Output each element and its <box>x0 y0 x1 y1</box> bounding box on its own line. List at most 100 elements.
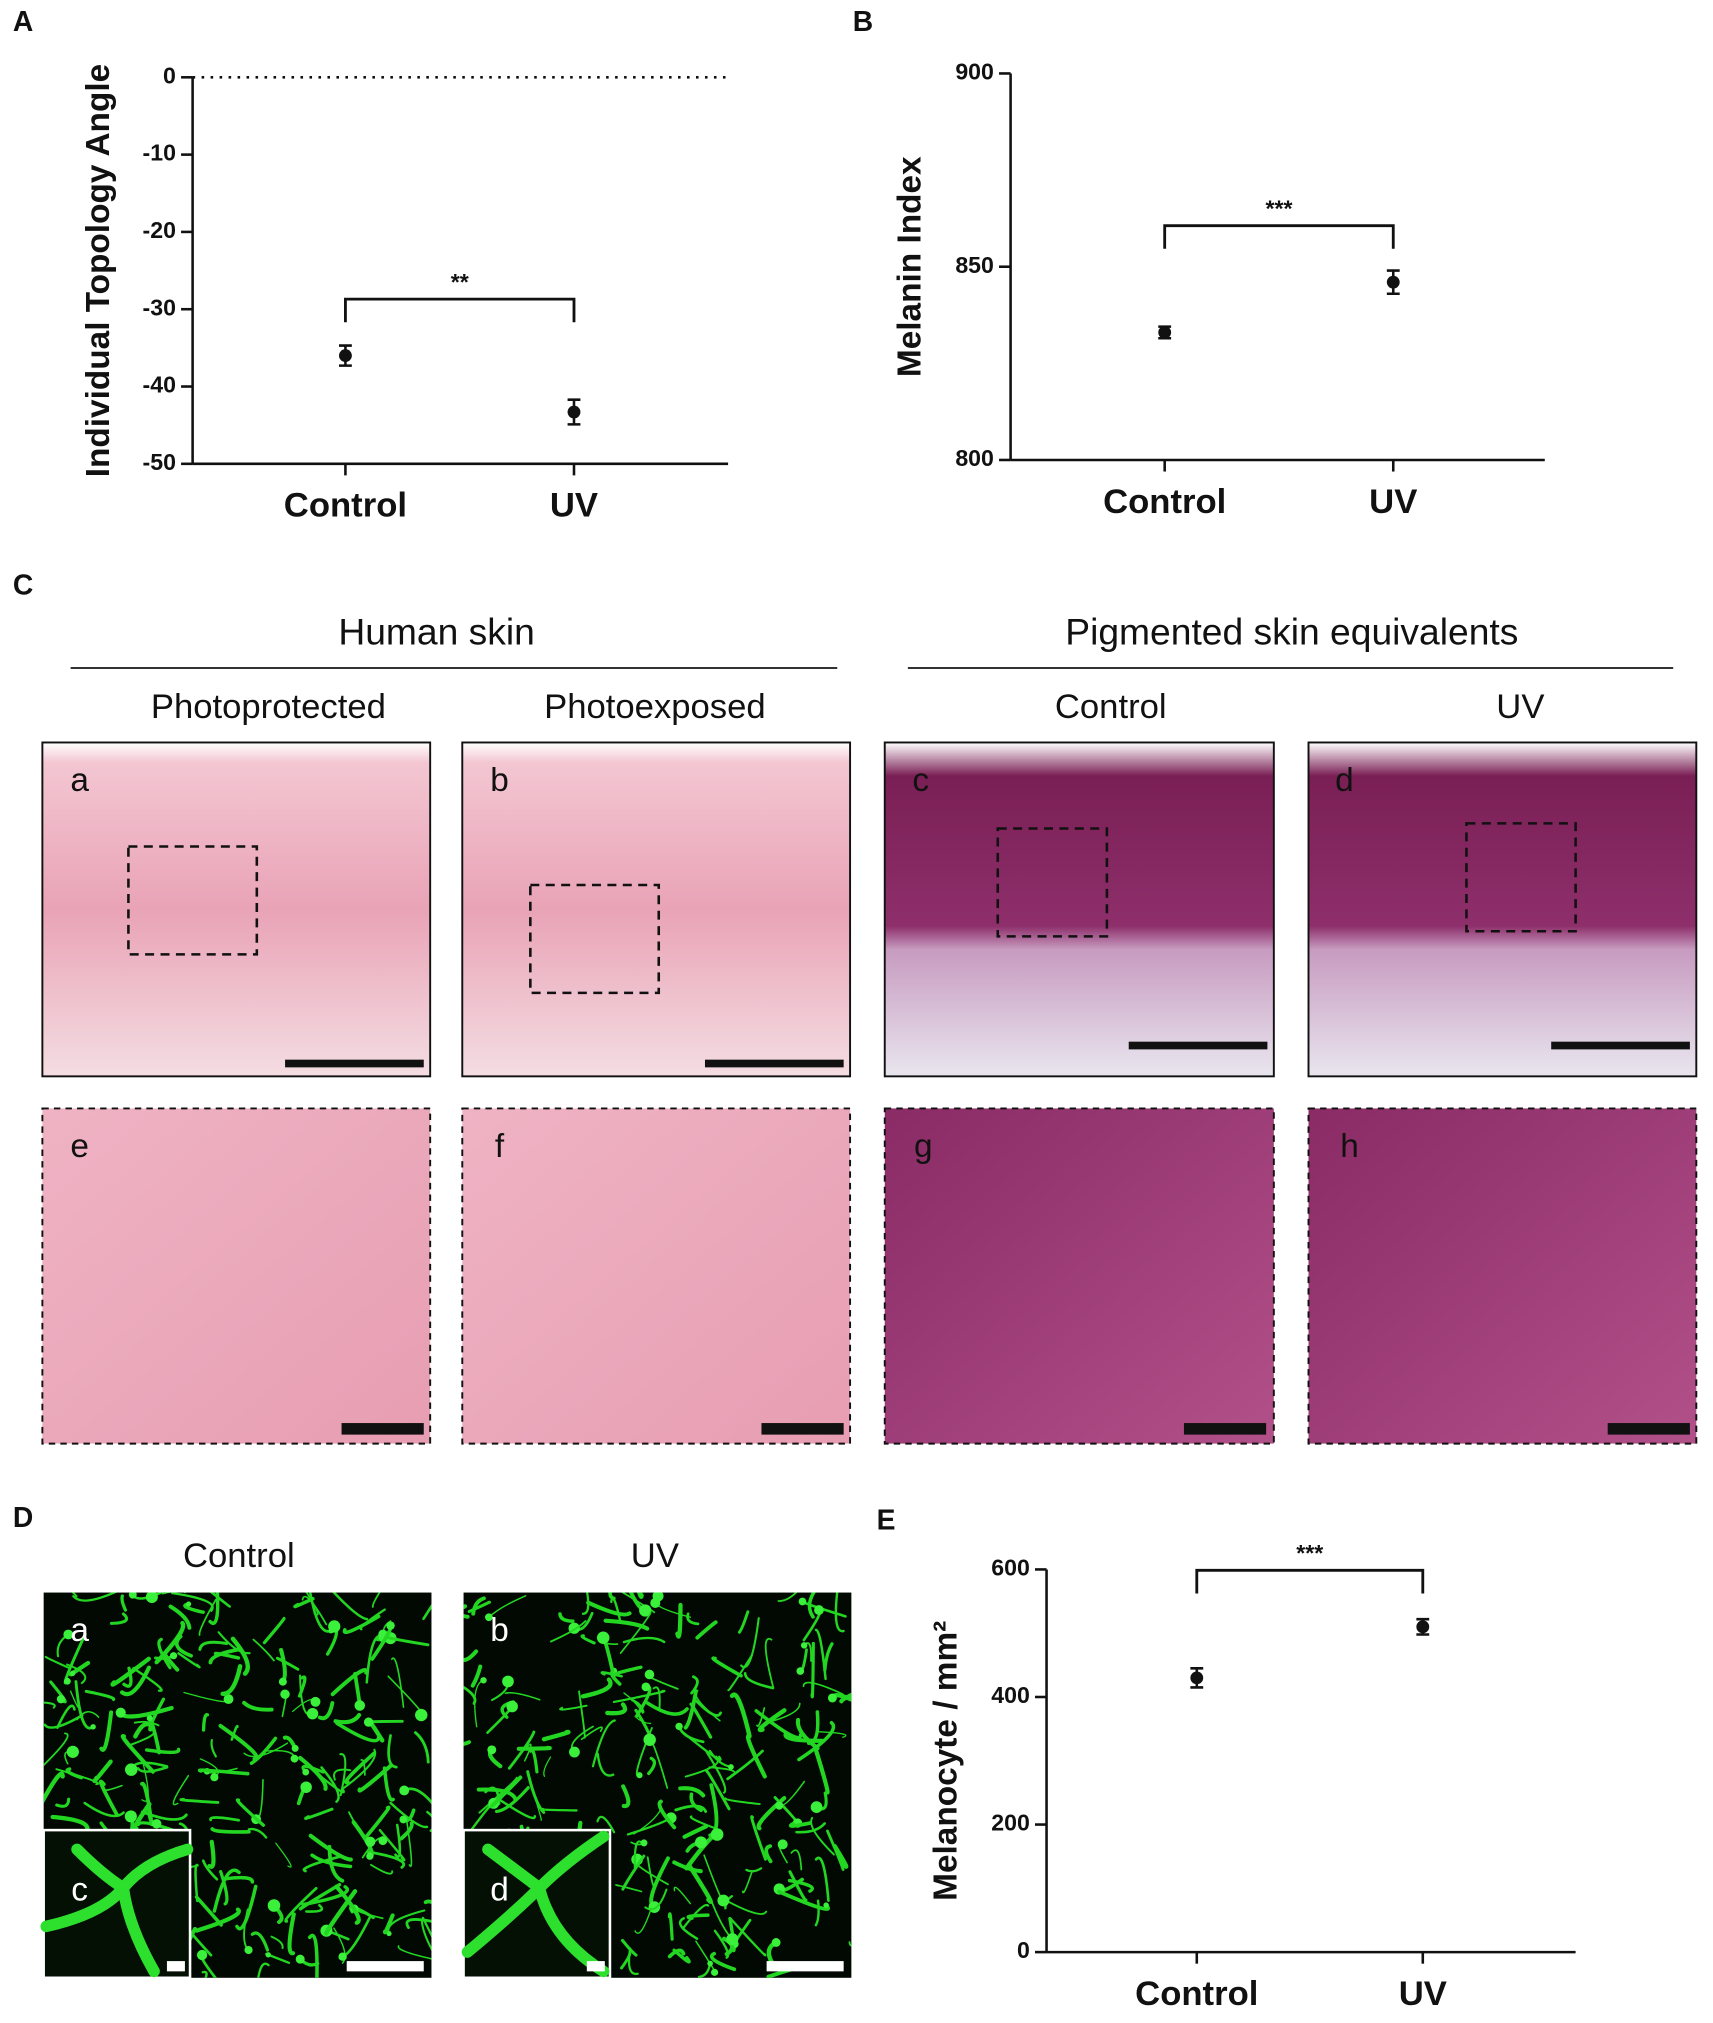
dendrite <box>652 1686 661 1711</box>
cell-body <box>90 1724 96 1730</box>
y-tick-label: 0 <box>163 62 176 88</box>
scale-bar <box>285 1059 424 1068</box>
dendrite <box>834 1592 845 1633</box>
inset-cells <box>40 1830 610 1978</box>
dendrite <box>92 1759 113 1784</box>
data-point <box>1158 326 1172 339</box>
dendrite <box>690 1675 699 1695</box>
cell-body <box>125 1763 138 1776</box>
dendrite <box>405 1918 432 1930</box>
cell-body <box>707 1960 713 1967</box>
cell-body <box>775 1801 784 1810</box>
cell-body <box>810 1801 823 1814</box>
group-title: Pigmented skin equivalents <box>1065 610 1518 652</box>
dendrite <box>208 1647 240 1665</box>
dendrite <box>686 1612 700 1626</box>
dendrite <box>741 1870 753 1894</box>
dendrite <box>814 1628 827 1681</box>
dendrite <box>421 1916 432 1938</box>
dendrite <box>72 1592 117 1602</box>
cell-body <box>710 1828 724 1841</box>
dendrite <box>198 1598 217 1636</box>
significance-label: ** <box>451 269 469 295</box>
dendrite <box>324 1889 358 1936</box>
dendrite <box>230 1636 250 1676</box>
dendrite <box>394 1823 402 1858</box>
y-tick-label: 0 <box>1017 1937 1030 1963</box>
scale-bar <box>761 1423 844 1435</box>
dendrite <box>580 1677 613 1699</box>
cell-body <box>487 1745 497 1755</box>
dendrite <box>330 1668 369 1697</box>
dendrite <box>426 1810 432 1832</box>
dendrite <box>490 1775 523 1808</box>
dendrite <box>745 1867 763 1873</box>
dendrite <box>209 1592 231 1608</box>
scale-bar <box>1607 1423 1690 1435</box>
data-point <box>567 405 581 419</box>
dendrite <box>797 1720 836 1762</box>
significance-bracket <box>1163 224 1395 249</box>
dendrite <box>722 1936 735 1957</box>
dendrite <box>777 1592 798 1602</box>
dendrite <box>141 1757 149 1802</box>
cell-body <box>280 1689 290 1699</box>
cell-body <box>354 1700 366 1711</box>
dendrite <box>133 1721 154 1739</box>
dendrite <box>83 1801 125 1818</box>
cell-body <box>726 1933 739 1946</box>
image-row-2 <box>41 1107 1698 1445</box>
cell-body <box>151 1818 162 1829</box>
image-row-1 <box>41 741 1698 1078</box>
y-axis-label: Individual Topology Angle <box>80 64 117 477</box>
dendrite <box>371 1592 381 1608</box>
dendrite <box>71 1592 78 1598</box>
dendrite <box>848 1941 852 1947</box>
x-tick-label: UV <box>1369 483 1417 521</box>
dendrite <box>683 1689 698 1730</box>
dendrite <box>612 1665 643 1678</box>
cell-body <box>644 1669 655 1680</box>
cell-body <box>363 1717 374 1727</box>
cell-body <box>639 1604 652 1617</box>
dendrite <box>341 1748 377 1790</box>
dendrite <box>43 1701 56 1709</box>
dendrite <box>689 1792 703 1813</box>
dendrite <box>133 1720 160 1727</box>
image-letter: a <box>70 1612 89 1649</box>
dendrite <box>757 1708 787 1733</box>
cell-body <box>596 1631 610 1644</box>
dendrite <box>293 1596 315 1609</box>
dendrite <box>423 1899 432 1905</box>
dendrite <box>333 1712 362 1725</box>
dendrite <box>541 1729 571 1742</box>
cell-body <box>485 1613 493 1622</box>
image-letter: b <box>490 1612 509 1649</box>
micrograph <box>883 1107 1275 1445</box>
cell-body <box>640 1839 648 1847</box>
dendrite <box>807 1592 816 1619</box>
dendrite <box>713 1929 730 1959</box>
dendrite <box>540 1807 578 1812</box>
dendrite <box>55 1797 71 1808</box>
dendrite <box>724 1797 761 1806</box>
dendrite <box>414 1731 430 1764</box>
dendrite <box>543 1756 552 1777</box>
cell-body <box>710 1968 719 1976</box>
y-tick-label: -10 <box>143 140 176 166</box>
y-tick-label: -30 <box>143 294 176 320</box>
dendrite <box>756 1707 766 1727</box>
dendrite <box>689 1702 713 1739</box>
y-axis-label: Melanin Index <box>892 156 929 377</box>
dendrite <box>810 1816 835 1856</box>
cell-body <box>800 1642 808 1649</box>
dendrite <box>209 1816 241 1822</box>
dendrite <box>304 1807 334 1820</box>
dendrite <box>578 1690 586 1739</box>
micrograph <box>883 741 1275 1078</box>
dendrite <box>201 1859 219 1881</box>
dendrite <box>559 1704 588 1711</box>
cell-body <box>636 1772 643 1779</box>
cell-body <box>796 1667 805 1675</box>
dendrite <box>307 1933 319 1978</box>
